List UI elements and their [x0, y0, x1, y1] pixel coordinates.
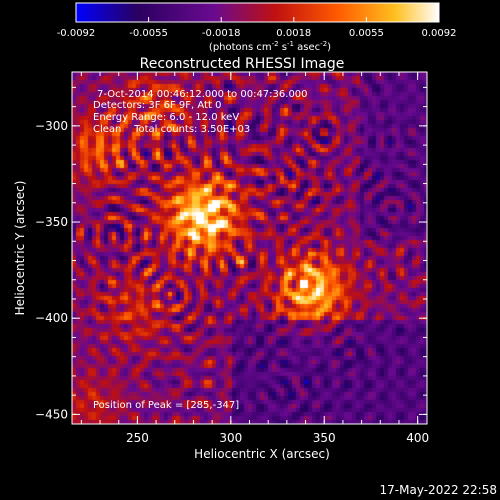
colorbar-tick-label: 0.0018: [276, 28, 311, 39]
colorbar-tick-label: 0.0055: [349, 28, 384, 39]
chart-title: Reconstructed RHESSI Image: [140, 56, 345, 72]
y-tick-label: −350: [35, 215, 68, 229]
x-axis-ticks: 250 300 350 400: [80, 72, 429, 445]
colorbar-tick-label: -0.0092: [57, 28, 96, 39]
y-axis-label: Heliocentric Y (arcsec): [13, 181, 27, 316]
colorbar-tick-label: -0.0055: [129, 28, 168, 39]
x-axis-label: Heliocentric X (arcsec): [194, 447, 330, 461]
colorbar: [75, 2, 440, 23]
y-tick-label: −450: [35, 407, 68, 421]
x-tick-label: 400: [406, 431, 429, 445]
heatmap-image: [72, 72, 427, 424]
y-axis-ticks: −450 −400 −350 −300: [35, 86, 427, 421]
colorbar-unit-label: (photons cm-2 s-1 asec-2): [209, 40, 331, 53]
annotation-detectors: Detectors: 3F 6F 9F, Att 0: [93, 100, 221, 111]
y-tick-label: −400: [35, 311, 68, 325]
timestamp: 17-May-2022 22:58: [380, 483, 497, 497]
x-tick-label: 300: [219, 431, 242, 445]
colorbar-ticks: [75, 17, 440, 22]
colorbar-tick-labels: -0.0092 -0.0055 -0.0018 0.0018 0.0055 0.0092: [57, 28, 457, 39]
annotation-peak-position: Position of Peak = [285,-347]: [93, 400, 239, 411]
x-tick-label: 250: [126, 431, 149, 445]
colorbar-tick-label: -0.0018: [202, 28, 241, 39]
x-tick-label: 350: [313, 431, 336, 445]
annotation-clean-counts: Clean Total counts: 3.50E+03: [93, 124, 250, 135]
y-tick-label: −300: [35, 119, 68, 133]
annotation-energy-range: Energy Range: 6.0 - 12.0 keV: [93, 112, 239, 123]
colorbar-tick-label: 0.0092: [422, 28, 457, 39]
annotation-time-range: 7-Oct-2014 00:46:12.000 to 00:47:36.000: [97, 89, 308, 100]
